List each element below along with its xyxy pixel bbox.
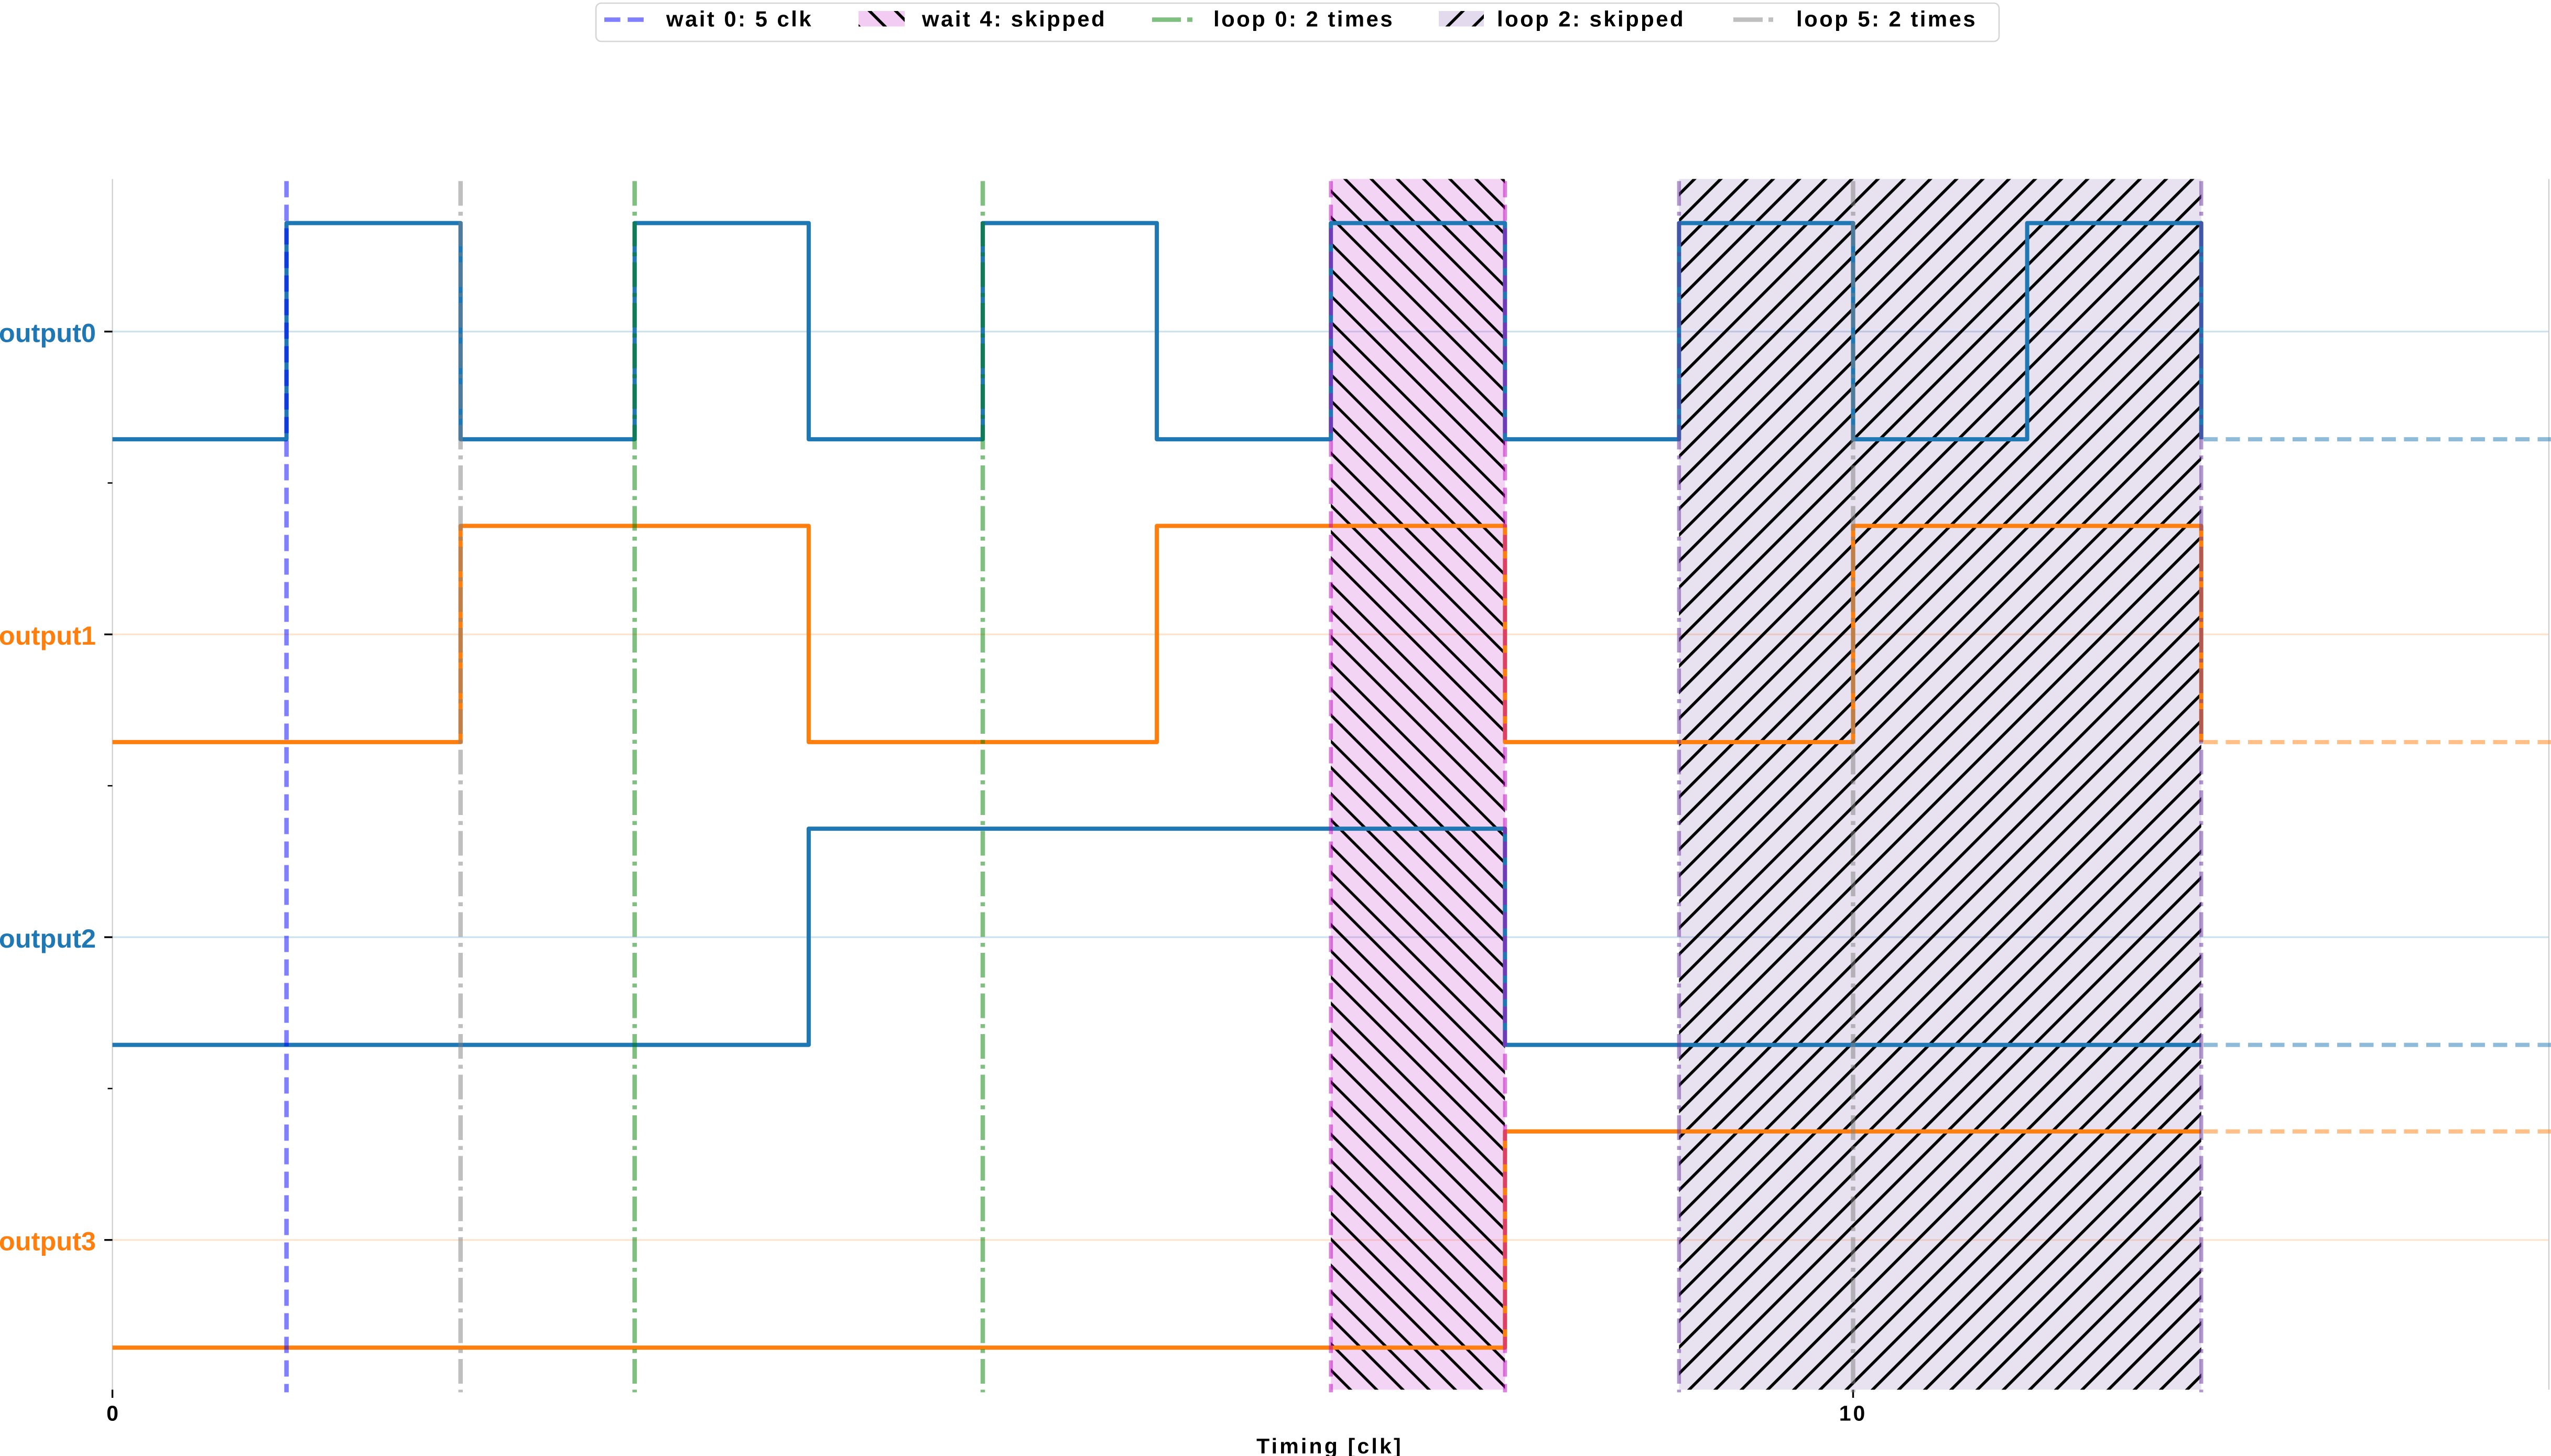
svg-text:output0: output0 <box>0 318 96 347</box>
svg-text:0: 0 <box>106 1401 118 1426</box>
svg-text:output1: output1 <box>0 621 96 650</box>
svg-text:output2: output2 <box>0 923 96 953</box>
svg-text:10: 10 <box>1839 1401 1868 1426</box>
svg-text:loop 0: 2 times: loop 0: 2 times <box>1213 7 1394 31</box>
svg-text:wait 4: skipped: wait 4: skipped <box>921 7 1106 31</box>
svg-text:loop 2: skipped: loop 2: skipped <box>1497 7 1685 31</box>
svg-text:loop 5: 2 times: loop 5: 2 times <box>1796 7 1977 31</box>
svg-text:Timing [clk]: Timing [clk] <box>1256 1434 1403 1456</box>
svg-text:output3: output3 <box>0 1226 96 1256</box>
svg-text:wait 0: 5 clk: wait 0: 5 clk <box>666 7 813 31</box>
